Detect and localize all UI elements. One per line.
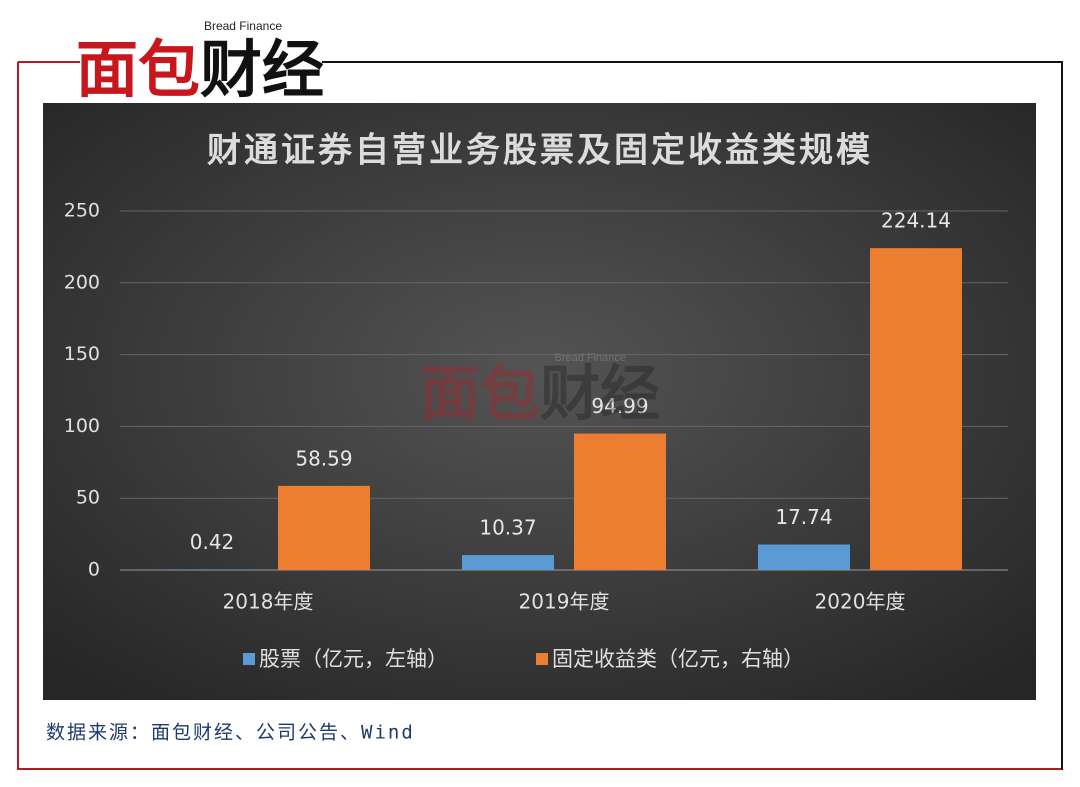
watermark-subtitle: Bread Finance [554,352,626,364]
y-tick-label: 150 [64,343,100,365]
y-tick-label: 200 [64,271,100,293]
value-label: 224.14 [881,209,951,233]
logo-title: 面包财经 [76,33,324,106]
legend-label: 固定收益类（亿元，右轴） [552,647,804,671]
source-note: 数据来源：面包财经、公司公告、Wind [46,722,415,744]
plot: 0 50 100 150 200 250 2018年度 0.42 58.59 2019年度 10.3… [64,200,1008,671]
watermark: 面包财经 [420,360,660,430]
legend-swatch [243,653,255,665]
bar [758,544,850,570]
bar [462,555,554,570]
bar [278,485,370,570]
bar [574,433,666,570]
x-tick-label: 2020年度 [815,590,906,614]
bar [870,248,962,571]
value-label: 0.42 [190,530,235,554]
value-label: 94.99 [591,394,648,418]
y-tick-label: 50 [76,487,100,509]
y-tick-label: 100 [64,415,100,437]
y-tick-label: 0 [88,559,100,581]
value-label: 10.37 [479,516,536,540]
chart-title: 财通证券自营业务股票及固定收益类规模 [207,131,873,171]
legend-swatch [536,653,548,665]
logo-subtitle: Bread Finance [204,19,282,33]
value-label: 17.74 [775,505,832,529]
x-tick-label: 2018年度 [223,590,314,614]
bar [166,569,258,570]
x-tick-label: 2019年度 [519,590,610,614]
y-tick-label: 250 [64,200,100,222]
value-label: 58.59 [295,446,352,470]
legend-label: 股票（亿元，左轴） [259,647,448,671]
